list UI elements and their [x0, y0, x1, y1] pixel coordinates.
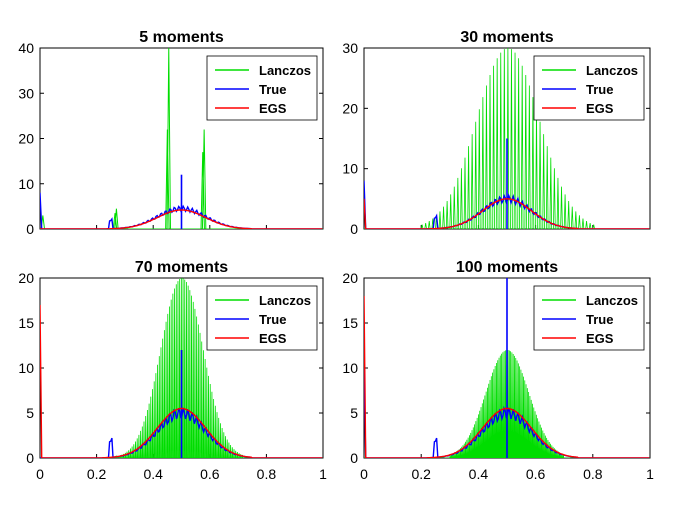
legend: Lanczos True EGS [206, 55, 318, 121]
legend-label-true: True [586, 82, 613, 97]
x-tick-label: 1 [319, 466, 327, 482]
x-tick-label: 1 [646, 466, 654, 482]
series-egs [364, 295, 650, 458]
y-tick-label: 30 [18, 85, 34, 101]
y-tick-label: 40 [18, 40, 34, 56]
y-tick-label: 15 [342, 315, 358, 331]
series-egs [40, 304, 323, 458]
panel-title: 30 moments [460, 29, 553, 46]
y-tick-label: 5 [350, 405, 358, 421]
panel-title: 5 moments [139, 29, 224, 46]
legend-label-egs: EGS [586, 331, 614, 346]
y-tick-label: 10 [18, 360, 34, 376]
x-tick-label: 0.2 [87, 466, 107, 482]
y-tick-label: 0 [350, 221, 358, 237]
x-tick-label: 0.8 [257, 466, 277, 482]
panel-3: 70 moments 0 5 10 15 20 0 0.2 0.4 0.6 0.8 1 Lanczos T… [18, 259, 327, 482]
x-tick-label: 0 [360, 466, 368, 482]
y-tick-label: 20 [18, 131, 34, 147]
series-group [364, 278, 650, 458]
legend-label-true: True [259, 82, 286, 97]
y-tick-label: 10 [342, 360, 358, 376]
y-tick-label: 0 [26, 450, 34, 466]
legend-label-lanczos: Lanczos [259, 63, 311, 78]
panel-4: 100 moments 0 5 10 15 20 0 0.2 0.4 0.6 0.8 1 Lanczos… [342, 259, 654, 482]
panel-title: 70 moments [135, 259, 228, 276]
legend-label-lanczos: Lanczos [259, 293, 311, 308]
y-tick-label: 0 [26, 221, 34, 237]
legend-label-lanczos: Lanczos [586, 293, 638, 308]
panel-2: 30 moments 0 10 20 30 Lanczos True EGS [342, 29, 651, 237]
y-tick-label: 10 [342, 161, 358, 177]
series-group [40, 48, 323, 229]
y-tick-label: 0 [350, 450, 358, 466]
legend-label-egs: EGS [586, 101, 614, 116]
x-tick-label: 0.6 [200, 466, 220, 482]
x-tick-label: 0 [36, 466, 44, 482]
series-group [364, 48, 650, 229]
legend: Lanczos True EGS [533, 55, 645, 121]
legend: Lanczos True EGS [533, 285, 645, 351]
y-tick-label: 20 [342, 100, 358, 116]
legend-label-egs: EGS [259, 101, 287, 116]
panel-title: 100 moments [456, 259, 558, 276]
legend-box [533, 285, 645, 351]
y-tick-label: 30 [342, 40, 358, 56]
y-tick-label: 10 [18, 176, 34, 192]
legend-label-true: True [259, 312, 286, 327]
x-tick-label: 0.4 [143, 466, 163, 482]
legend-label-lanczos: Lanczos [586, 63, 638, 78]
x-tick-label: 0.6 [526, 466, 546, 482]
legend-label-egs: EGS [259, 331, 287, 346]
series-lanczos [40, 48, 323, 229]
series-lanczos [40, 278, 323, 458]
legend-box [206, 285, 318, 351]
series-group [40, 278, 323, 458]
series-egs [40, 209, 323, 229]
legend-label-true: True [586, 312, 613, 327]
x-tick-label: 0.8 [583, 466, 603, 482]
legend-box [533, 55, 645, 121]
y-tick-label: 15 [18, 315, 34, 331]
legend: Lanczos True EGS [206, 285, 318, 351]
x-tick-label: 0.2 [411, 466, 431, 482]
series-egs [364, 198, 650, 229]
y-tick-label: 20 [18, 270, 34, 286]
panel-1: 5 moments 0 10 20 30 40 Lanczos True EGS [18, 29, 324, 237]
y-tick-label: 20 [342, 270, 358, 286]
y-tick-label: 5 [26, 405, 34, 421]
legend-box [206, 55, 318, 121]
x-tick-label: 0.4 [469, 466, 489, 482]
